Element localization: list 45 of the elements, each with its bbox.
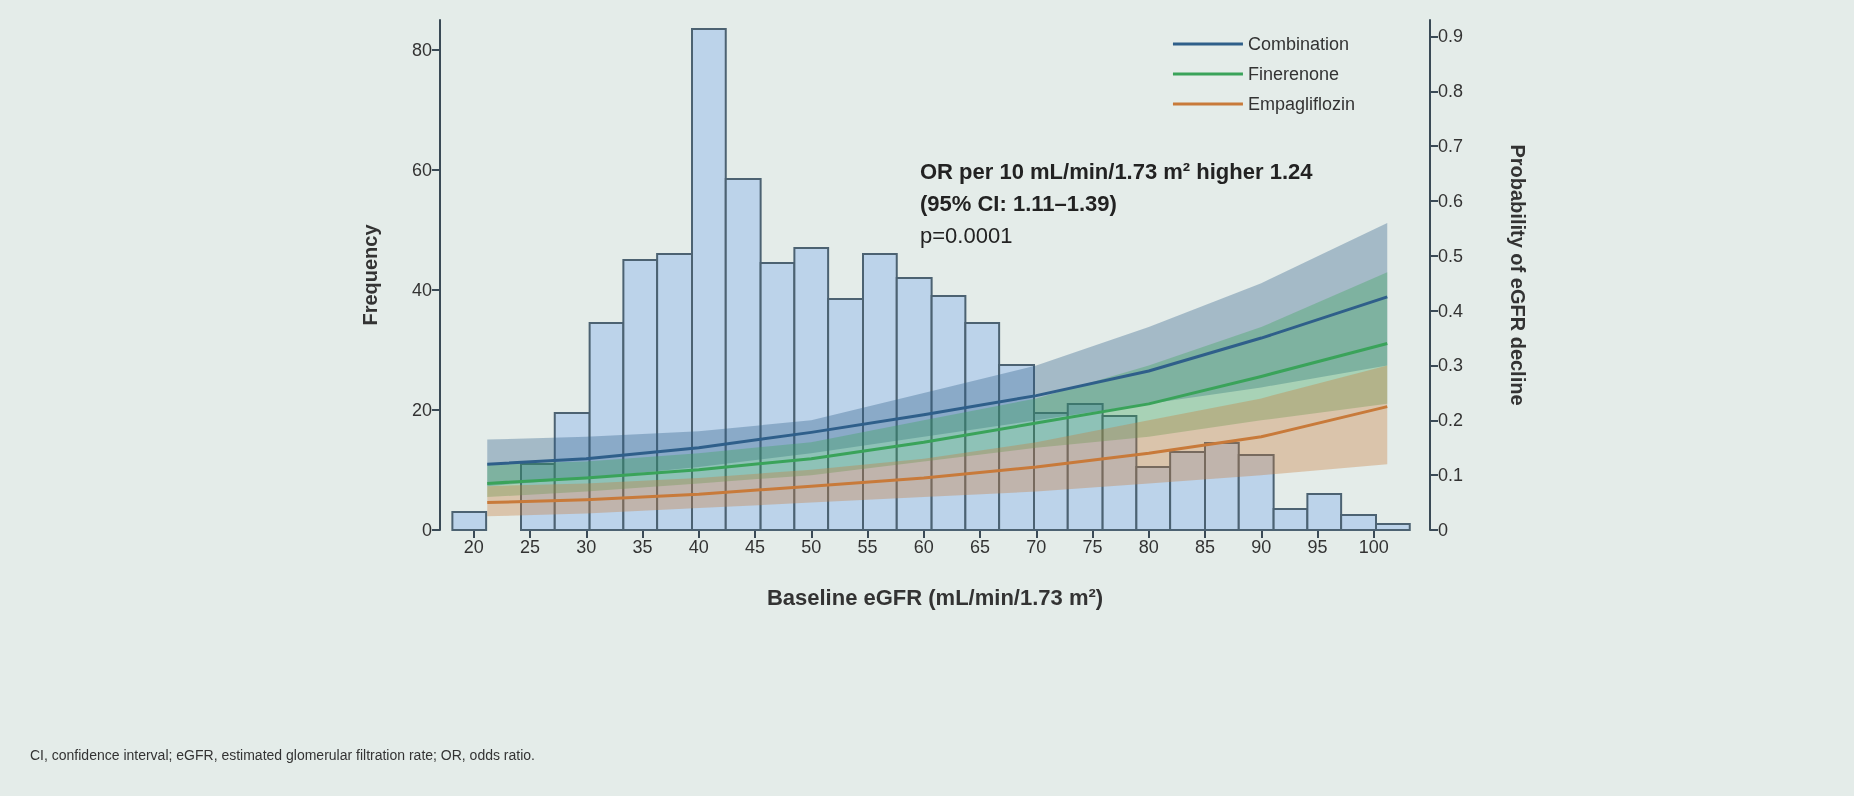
y2-tick-label: 0 <box>1438 520 1449 540</box>
y2-tick-label: 0.8 <box>1438 81 1464 102</box>
y-tick-label: 80 <box>411 40 432 60</box>
y-tick-label: 60 <box>411 160 432 180</box>
y2-tick-label: 0.4 <box>1438 300 1464 321</box>
x-tick-label: 90 <box>1251 537 1272 557</box>
x-axis-title: Baseline eGFR (mL/min/1.73 m²) <box>766 584 1104 610</box>
y-tick-label: 40 <box>411 280 432 300</box>
y2-tick-label: 0.6 <box>1438 190 1464 211</box>
y2-tick-label: 0.5 <box>1438 245 1464 266</box>
x-tick-label: 45 <box>744 537 766 557</box>
legend-label: Empagliflozin <box>1247 94 1356 114</box>
y2-tick-label: 0.9 <box>1438 26 1464 47</box>
annotation: p=0.0001 <box>920 222 1013 248</box>
x-tick-label: 95 <box>1307 537 1328 557</box>
x-tick-label: 55 <box>857 537 878 557</box>
y2-tick-label: 0.3 <box>1438 355 1464 376</box>
x-tick-label: 50 <box>801 537 822 557</box>
y2-tick-label: 0.1 <box>1438 465 1464 486</box>
annotation: OR per 10 mL/min/1.73 m² higher 1.24 <box>920 158 1314 184</box>
x-tick-label: 30 <box>576 537 597 557</box>
line-series <box>485 405 1389 505</box>
text: CI, confidence interval; eGFR, estimated glomerular filtration rate; OR, odds ratio. <box>30 747 535 763</box>
x-tick-label: 20 <box>463 537 484 557</box>
line-series <box>485 342 1389 485</box>
x-tick-label: 100 <box>1358 537 1389 557</box>
legend-label: Finerenone <box>1247 64 1340 84</box>
x-tick-label: 70 <box>1026 537 1047 557</box>
line-series <box>485 295 1389 466</box>
x-tick-label: 85 <box>1194 537 1216 557</box>
x-tick-label: 80 <box>1138 537 1159 557</box>
annotation: (95% CI: 1.11–1.39) <box>920 190 1117 216</box>
x-tick-label: 35 <box>632 537 653 557</box>
x-tick-label: 40 <box>688 537 709 557</box>
y-axis-title: Frequency <box>359 223 381 326</box>
legend-label: Combination <box>1247 34 1350 54</box>
y2-tick-label: 0.2 <box>1438 410 1464 431</box>
y2-axis-title: Probability of eGFR decline <box>1507 144 1529 406</box>
x-tick-label: 60 <box>913 537 934 557</box>
x-tick-label: 65 <box>969 537 991 557</box>
y-tick-label: 0 <box>421 520 432 540</box>
x-tick-label: 75 <box>1082 537 1103 557</box>
x-tick-label: 25 <box>519 537 541 557</box>
y2-tick-label: 0.7 <box>1438 136 1464 157</box>
y-tick-label: 20 <box>411 400 432 420</box>
